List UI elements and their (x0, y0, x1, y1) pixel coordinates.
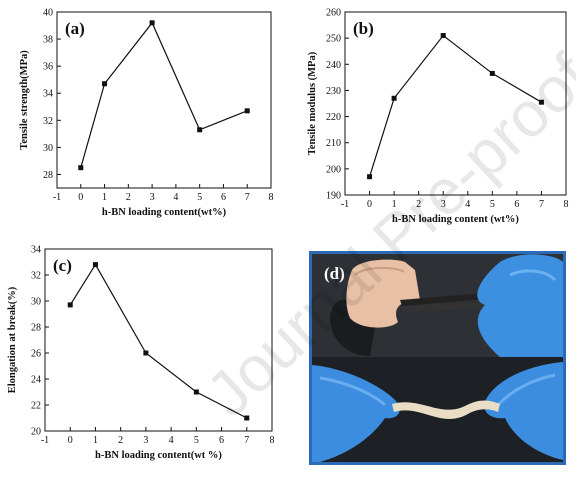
glove-top (477, 254, 563, 357)
y-tick-label: 30 (31, 297, 41, 308)
data-point (244, 415, 250, 421)
data-point (367, 174, 373, 180)
data-point (143, 350, 149, 356)
x-tick-label: 2 (126, 192, 131, 203)
y-tick-label: 26 (31, 349, 41, 360)
data-point (489, 70, 495, 76)
y-tick-label: 190 (326, 191, 341, 202)
y-tick-label: 40 (43, 8, 53, 19)
x-tick-label: 2 (416, 199, 421, 210)
x-axis-label: h-BN loading content(wt %) (95, 450, 222, 461)
x-axis-label: h-BN loading content(wt%) (102, 207, 227, 218)
y-tick-label: 230 (326, 86, 341, 97)
x-tick-label: 7 (539, 199, 544, 210)
y-tick-label: 250 (326, 34, 341, 45)
data-point (193, 389, 199, 395)
x-tick-label: 8 (269, 192, 274, 203)
x-axis-label: h-BN loading content (wt%) (392, 214, 519, 225)
x-tick-label: 0 (68, 435, 73, 446)
data-point (197, 127, 203, 133)
data-point (244, 108, 250, 114)
y-tick-label: 28 (43, 170, 53, 181)
x-tick-label: 7 (244, 435, 249, 446)
y-tick-label: 220 (326, 112, 341, 123)
x-tick-label: -1 (53, 192, 61, 203)
photo-panel-d: (d) (309, 251, 566, 465)
data-point (102, 81, 108, 87)
glove-bottom-left (312, 365, 400, 462)
x-tick-label: 5 (490, 199, 495, 210)
y-tick-label: 260 (326, 8, 341, 19)
y-tick-label: 24 (31, 375, 41, 386)
x-tick-label: 8 (564, 199, 569, 210)
x-tick-label: 3 (143, 435, 148, 446)
y-tick-label: 22 (31, 401, 41, 412)
plot-frame (56, 11, 272, 189)
y-tick-label: 34 (31, 245, 41, 256)
y-tick-label: 200 (326, 164, 341, 175)
y-tick-label: 20 (31, 427, 41, 438)
panel-label-a: (a) (65, 19, 85, 38)
x-tick-label: 1 (93, 435, 98, 446)
x-tick-label: 3 (150, 192, 155, 203)
y-tick-label: 38 (43, 35, 53, 46)
data-point (440, 33, 446, 39)
film-sample-twisted (392, 400, 500, 419)
x-tick-label: 5 (197, 192, 202, 203)
x-tick-label: 4 (173, 192, 178, 203)
x-tick-label: 5 (194, 435, 199, 446)
y-tick-label: 34 (43, 89, 53, 100)
y-axis-label: Tensile modulus (MPa) (307, 51, 318, 155)
panel-label-d: (d) (324, 264, 345, 283)
data-point (391, 95, 397, 101)
y-tick-label: 28 (31, 323, 41, 334)
x-tick-label: 6 (219, 435, 224, 446)
x-tick-label: 1 (102, 192, 107, 203)
x-tick-label: 4 (465, 199, 470, 210)
data-point (538, 99, 544, 105)
chart-panel-b: -1 0 1 2 3 4 5 6 7 8 190 200 210 220 230 240 250 260 h-BN … (307, 8, 569, 226)
x-tick-label: 3 (441, 199, 446, 210)
y-tick-label: 32 (31, 271, 41, 282)
glove-bottom-right (484, 362, 563, 460)
x-tick-label: 2 (118, 435, 123, 446)
y-tick-label: 30 (43, 143, 53, 154)
x-tick-label: -1 (41, 435, 49, 446)
y-tick-label: 210 (326, 138, 341, 149)
x-tick-label: 4 (169, 435, 174, 446)
film-sample-top (346, 259, 420, 328)
y-tick-label: 240 (326, 60, 341, 71)
data-point (92, 262, 98, 268)
x-tick-label: 7 (245, 192, 250, 203)
x-tick-label: 6 (221, 192, 226, 203)
data-point (78, 165, 84, 171)
data-point (67, 302, 73, 308)
series-line (80, 21, 248, 168)
x-tick-label: 1 (392, 199, 397, 210)
plot-frame (344, 11, 567, 196)
y-tick-label: 32 (43, 116, 53, 127)
x-tick-label: 8 (270, 435, 275, 446)
x-tick-label: -1 (341, 199, 349, 210)
y-axis-label: Tensile strength(MPa) (19, 50, 30, 150)
panel-label-c: (c) (53, 256, 72, 275)
plot-frame (44, 248, 273, 432)
x-tick-label: 0 (367, 199, 372, 210)
x-tick-label: 0 (78, 192, 83, 203)
data-point (149, 20, 155, 26)
y-axis-label: Elongation at break(%) (7, 286, 18, 393)
y-tick-label: 36 (43, 62, 53, 73)
x-tick-label: 6 (514, 199, 519, 210)
panel-label-b: (b) (353, 19, 374, 38)
